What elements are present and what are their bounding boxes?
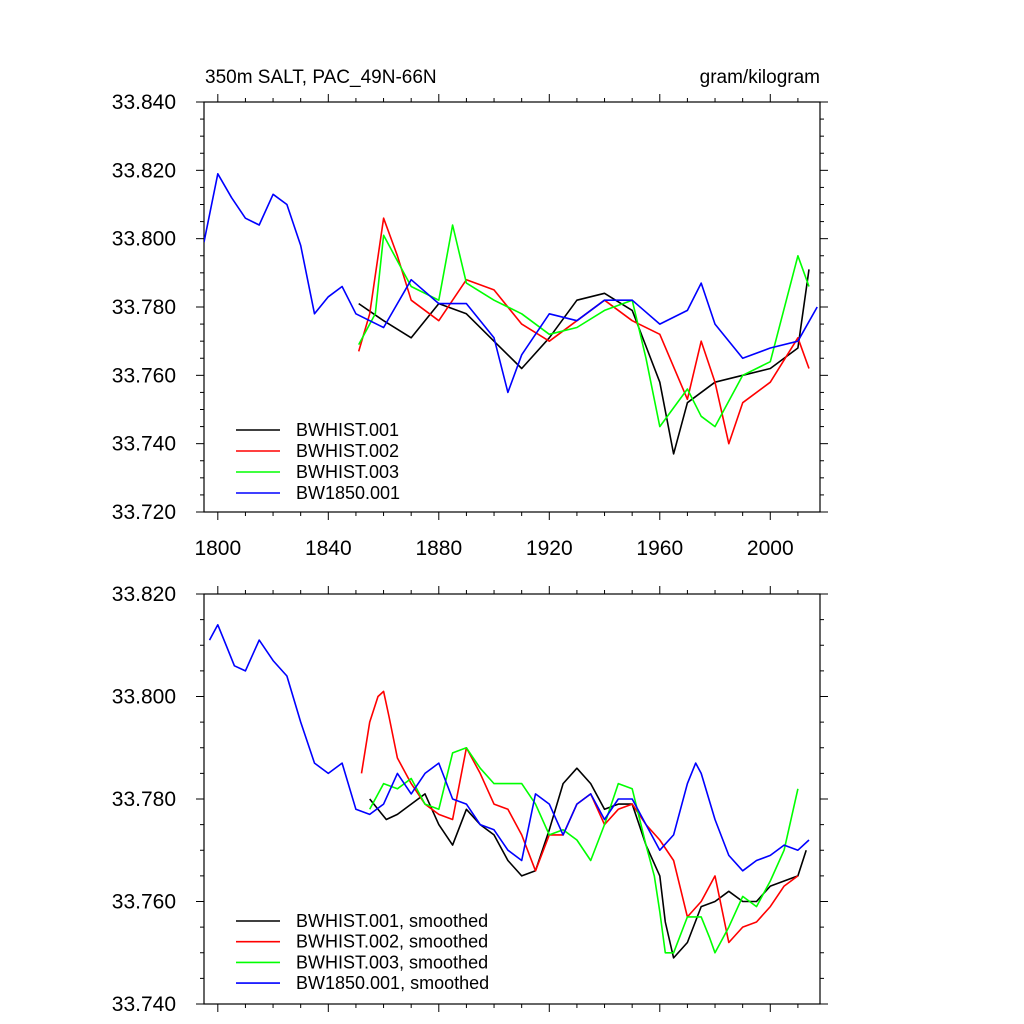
top-x-tick-label: 2000: [747, 537, 794, 560]
top-y-tick-label: 33.740: [112, 433, 176, 456]
bottom-y-tick-label: 33.760: [112, 891, 176, 914]
top-y-tick-label: 33.820: [112, 159, 176, 182]
top-y-tick-label: 33.780: [112, 296, 176, 319]
top-panel: 1800 1840 1880 1920 1960 2000 33.720 33.740 33.7…: [112, 91, 828, 560]
top-series-bwhist-001: [358, 269, 810, 455]
top-x-tick-label: 1920: [526, 537, 573, 560]
bottom-series-bw1850-001-smoothed: [208, 623, 810, 872]
bottom-legend-label-bw1850-001-smoothed: BW1850.001, smoothed: [296, 973, 489, 993]
bottom-y-tick-label: 33.800: [112, 686, 176, 709]
top-y-tick-label: 33.800: [112, 228, 176, 251]
top-x-tick-label: 1840: [305, 537, 352, 560]
bottom-series-bwhist-002-smoothed: [360, 690, 799, 944]
top-legend-label-bwhist-002: BWHIST.002: [296, 441, 399, 461]
top-series-bwhist-003: [357, 224, 810, 428]
top-y-tick-label: 33.840: [112, 91, 176, 114]
top-series-bw1850-001: [204, 173, 818, 394]
top-legend-label-bw1850-001: BW1850.001: [296, 483, 400, 503]
chart-units: gram/kilogram: [700, 67, 820, 88]
bottom-series-group: [208, 623, 810, 959]
top-x-tick-label: 1880: [415, 537, 462, 560]
top-series-bwhist-002: [357, 217, 810, 445]
top-x-tick-label: 1800: [194, 537, 241, 560]
bottom-series-bwhist-001-smoothed: [369, 767, 807, 959]
top-y-tick-label: 33.720: [112, 501, 176, 524]
top-legend-label-bwhist-003: BWHIST.003: [296, 462, 399, 482]
chart-title: 350m SALT, PAC_49N-66N: [205, 67, 437, 88]
bottom-legend-label-bwhist-003-smoothed: BWHIST.003, smoothed: [296, 952, 488, 972]
top-series-group: [204, 173, 818, 455]
bottom-y-tick-label: 33.820: [112, 583, 176, 606]
bottom-series-bwhist-003-smoothed: [368, 746, 799, 954]
bottom-legend-label-bwhist-002-smoothed: BWHIST.002, smoothed: [296, 932, 488, 952]
top-legend-label-bwhist-001: BWHIST.001: [296, 420, 399, 440]
top-y-tick-label: 33.760: [112, 364, 176, 387]
bottom-y-tick-label: 33.780: [112, 788, 176, 811]
bottom-y-tick-label: 33.740: [112, 993, 176, 1016]
bottom-legend-label-bwhist-001-smoothed: BWHIST.001, smoothed: [296, 911, 488, 931]
bottom-panel: 33.740 33.760 33.780 33.800 33.820 BWHIST.001…: [112, 583, 828, 1016]
top-x-tick-label: 1960: [636, 537, 683, 560]
